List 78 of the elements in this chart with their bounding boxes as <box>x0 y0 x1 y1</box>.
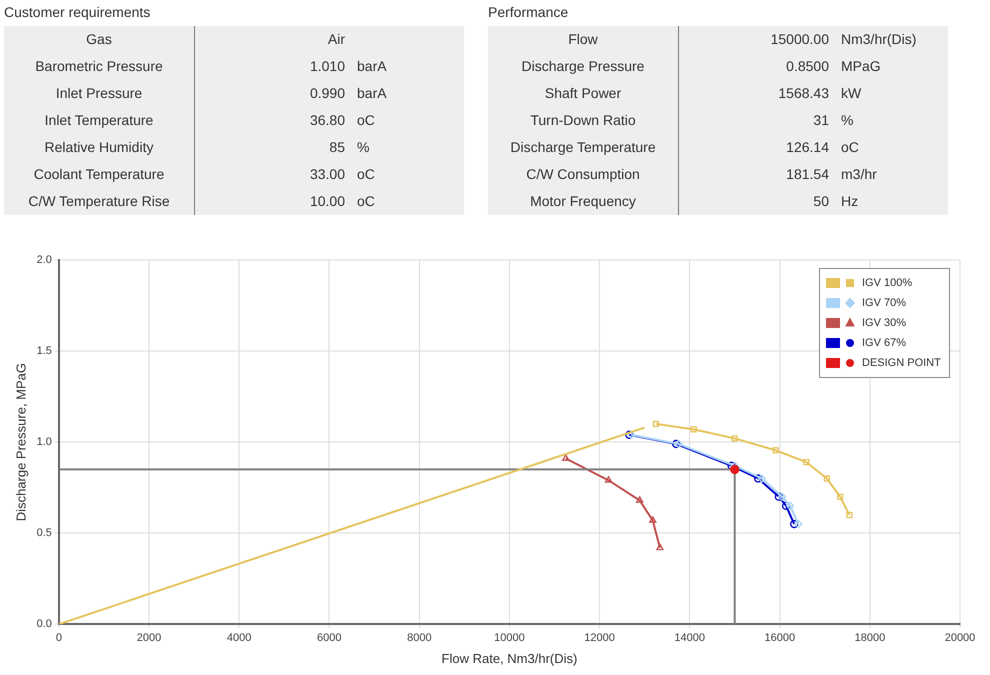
legend-label: IGV 100% <box>862 277 912 289</box>
text: 0.8500 MPaG <box>786 58 881 74</box>
text: Performance <box>488 4 570 20</box>
text: 31 % <box>813 112 854 128</box>
point <box>778 492 786 501</box>
x-tick-label: 12000 <box>584 632 615 644</box>
category-label: Coolant Temperature <box>4 161 195 188</box>
text: 36.80 oC <box>310 112 375 128</box>
point <box>674 440 683 448</box>
text: 126.14 oC <box>786 139 859 155</box>
x-tick-label: 4000 <box>226 632 252 644</box>
x-axis-title: Flow Rate, Nm3/hr(Dis) <box>442 650 578 666</box>
category-label: Relative Humidity <box>4 134 195 161</box>
category-label: Motor Frequency <box>488 188 679 215</box>
category-label: Turn-Down Ratio <box>488 107 679 134</box>
text: 0.990 barA <box>310 85 387 101</box>
category-label: Inlet Pressure <box>4 80 195 107</box>
text: 181.54 m3/hr <box>786 166 877 182</box>
point <box>846 512 853 518</box>
point <box>837 494 844 500</box>
category-label: Gas <box>4 26 195 53</box>
point <box>732 435 738 442</box>
point <box>672 440 680 448</box>
point <box>772 447 779 454</box>
x-tick-label: 18000 <box>854 632 886 644</box>
point <box>649 516 656 523</box>
text: 1568.43 kW <box>778 85 862 101</box>
text: 10.00 oC <box>310 193 375 209</box>
category-label: Discharge Pressure <box>488 53 679 80</box>
point <box>656 544 664 550</box>
point <box>782 502 790 510</box>
category-label: C/W Consumption <box>488 161 679 188</box>
x-tick-label: 16000 <box>764 632 796 644</box>
point <box>636 496 644 503</box>
text: Air <box>328 31 345 47</box>
y-tick-label: 0.0 <box>36 618 52 630</box>
point <box>754 474 762 483</box>
point <box>730 464 740 474</box>
text: 1.010 barA <box>310 58 387 74</box>
point <box>786 502 794 510</box>
legend-label: IGV 67% <box>862 337 906 349</box>
point <box>625 430 634 439</box>
category-label: Shaft Power <box>488 80 679 107</box>
legend-label: DESIGN POINT <box>862 357 941 369</box>
text: Customer requirements <box>4 4 152 20</box>
point <box>690 426 697 432</box>
point <box>652 420 659 428</box>
category-label: Discharge Temperature <box>488 134 679 161</box>
y-tick-label: 0.5 <box>36 527 52 540</box>
point <box>803 459 810 466</box>
category-label: Flow <box>488 26 679 53</box>
category-label: C/W Temperature Rise <box>4 188 195 215</box>
point <box>794 520 802 528</box>
x-tick-label: 8000 <box>407 632 432 644</box>
y-tick-label: 1.0 <box>36 436 52 448</box>
category-label: Barometric Pressure <box>4 53 195 80</box>
x-tick-label: 2000 <box>136 632 162 644</box>
legend-label: IGV 70% <box>862 297 906 309</box>
point <box>604 476 612 483</box>
text: 15000.00 Nm3/hr(Dis) <box>770 31 916 47</box>
point <box>758 474 766 483</box>
x-tick-label: 6000 <box>316 632 342 644</box>
legend-label: IGV 30% <box>862 317 906 329</box>
point <box>562 454 570 461</box>
y-tick-label: 2.0 <box>36 254 52 266</box>
x-tick-label: 0 <box>56 632 62 644</box>
point <box>774 492 784 501</box>
text: 50 Hz <box>813 193 858 209</box>
text: 85 % <box>329 139 370 155</box>
point <box>824 475 830 482</box>
text: 33.00 oC <box>310 166 375 182</box>
x-tick-label: 10000 <box>494 632 525 644</box>
x-tick-label: 14000 <box>674 632 705 644</box>
y-tick-label: 1.5 <box>36 345 52 358</box>
x-tick-label: 20000 <box>944 632 976 644</box>
category-label: Inlet Temperature <box>4 107 195 134</box>
point <box>790 520 798 528</box>
y-axis-title: Discharge Pressure, MPaG <box>13 362 28 522</box>
